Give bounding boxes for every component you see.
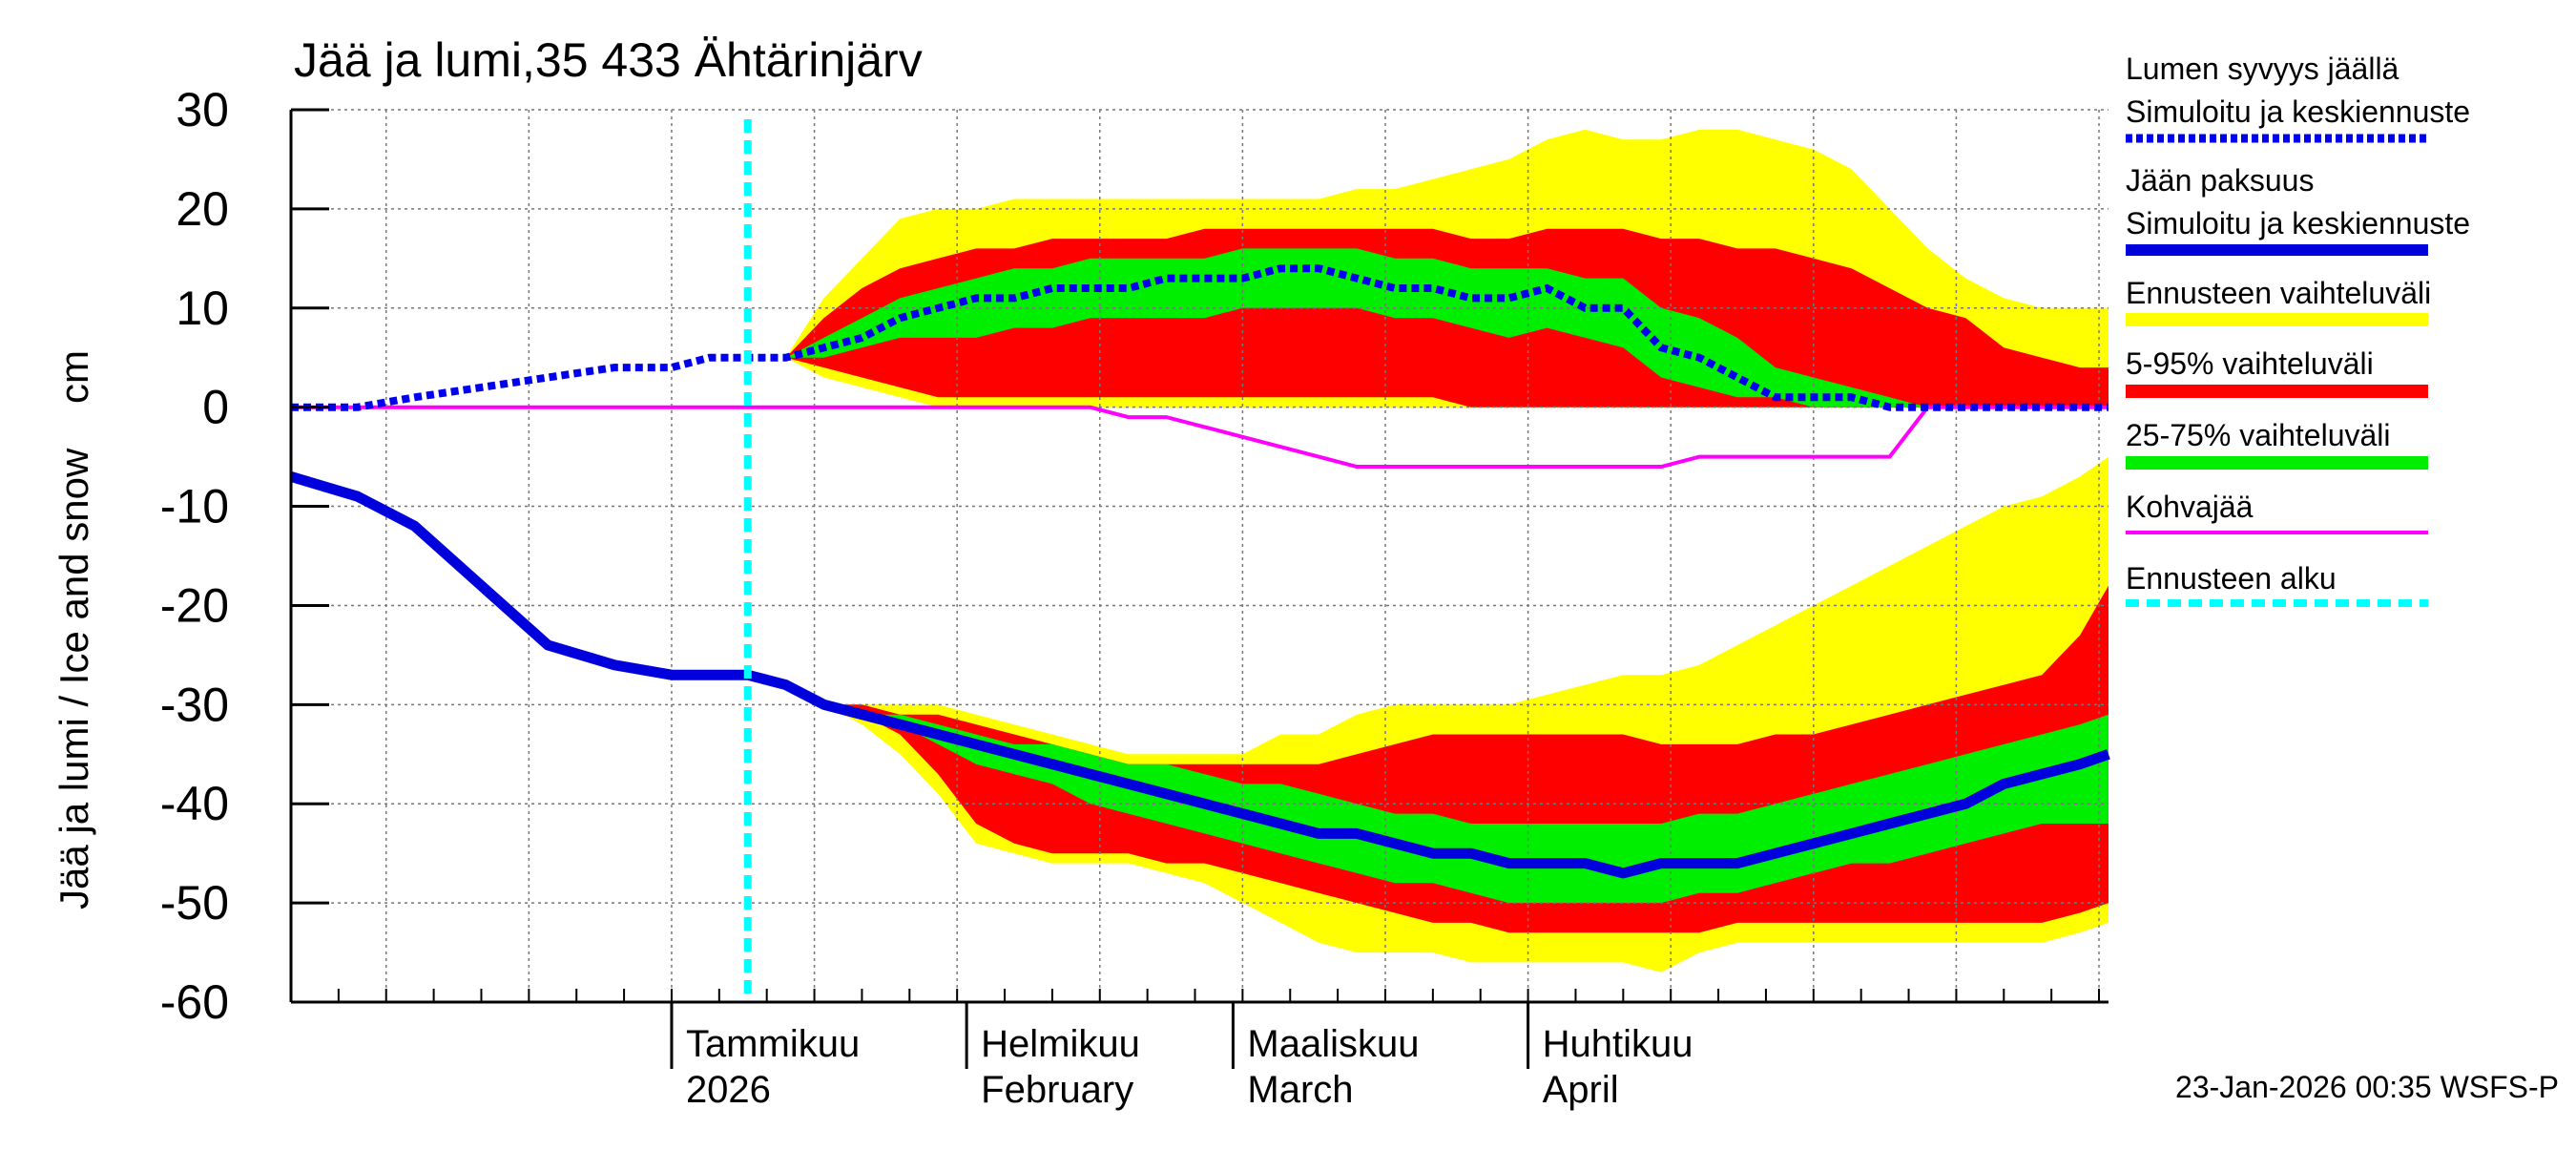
month-label-en: March [1247,1069,1353,1111]
legend-label: 5-95% vaihteluväli [2126,346,2374,381]
y-tick-label: -30 [160,678,229,731]
month-label-fi: Tammikuu [686,1023,860,1065]
month-label-fi: Helmikuu [981,1023,1140,1065]
snow-p25-p75-band [291,248,2109,408]
y-tick-label: -60 [160,975,229,1029]
y-tick-label: 30 [176,83,229,136]
y-tick-label: -10 [160,480,229,533]
month-label-en: February [981,1069,1133,1111]
y-tick-label: -20 [160,578,229,632]
legend-label-secondary: Simuloitu ja keskiennuste [2126,94,2470,129]
legend-label: Ennusteen alku [2126,561,2337,596]
timestamp-label: 23-Jan-2026 00:35 WSFS-P [2175,1070,2559,1104]
legend-label: Lumen syvyys jäällä [2126,52,2399,86]
y-tick-label: 20 [176,182,229,236]
ice-thickness-line [289,471,2110,879]
y-tick-label: -40 [160,777,229,830]
month-label-fi: Huhtikuu [1543,1023,1693,1065]
y-tick-label: 10 [176,282,229,335]
legend-label: Jään paksuus [2126,163,2314,198]
month-label-fi: Maaliskuu [1247,1023,1419,1065]
legend-label: Ennusteen vaihteluväli [2126,276,2431,310]
legend-label: Kohvajää [2126,490,2254,524]
ice-p5-p95-band [291,476,2109,933]
chart-title: Jää ja lumi,35 433 Ähtärinjärv [294,33,923,87]
legend-label-secondary: Simuloitu ja keskiennuste [2126,206,2470,240]
y-tick-label: -50 [160,876,229,930]
month-label-en: April [1543,1069,1619,1111]
ice-p25-p75-band [291,476,2109,904]
month-label-en: 2026 [686,1069,771,1111]
snow-depth-line [291,264,2109,411]
y-tick-label: 0 [202,381,229,434]
legend-label: 25-75% vaihteluväli [2126,418,2391,452]
y-axis-label: Jää ja lumi / Ice and snow cm [52,350,96,910]
